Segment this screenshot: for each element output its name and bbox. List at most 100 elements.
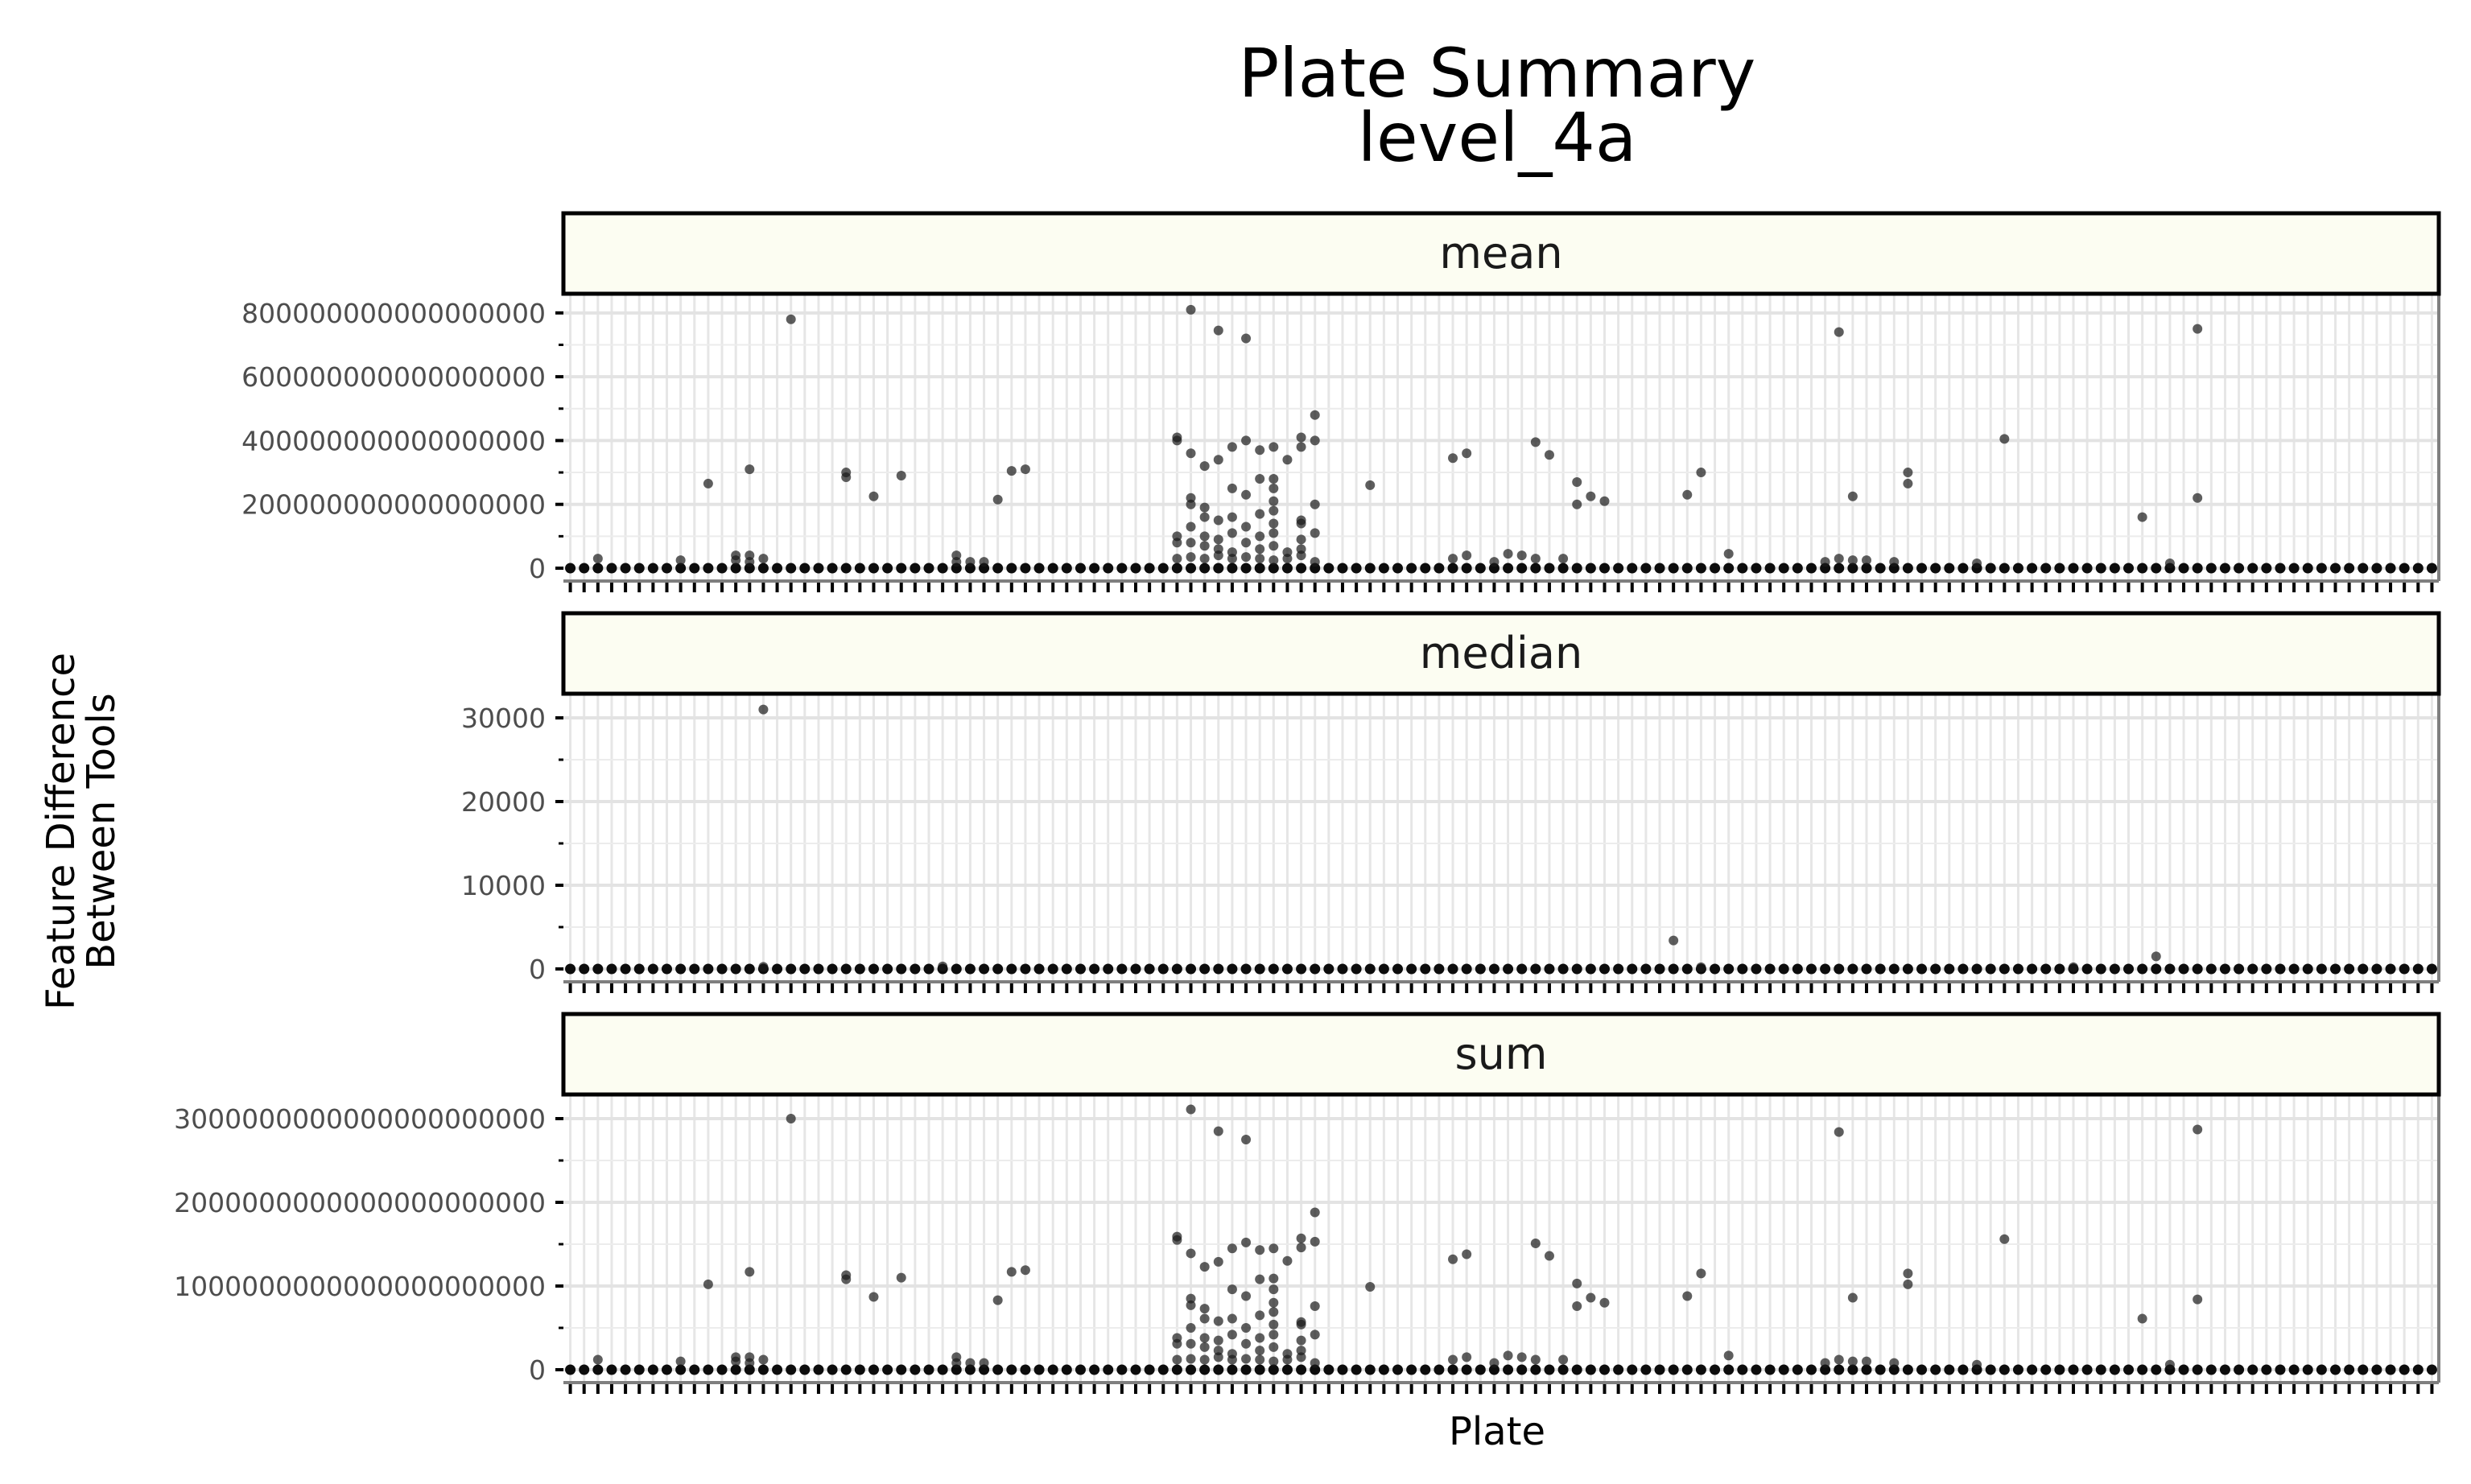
data-point [758,962,769,972]
data-point [1186,499,1196,509]
data-point [2151,951,2161,962]
data-point [1696,1268,1706,1279]
data-point [1351,563,1362,574]
data-point [745,1267,755,1277]
data-point [937,563,948,574]
data-point [1834,554,1844,564]
data-point [2151,563,2162,574]
data-point [1488,963,1500,975]
data-point [2040,563,2052,574]
data-point [1089,963,1100,975]
data-point [1269,473,1279,484]
data-point [1240,563,1252,574]
data-point [1751,963,1762,975]
data-point [1227,442,1237,452]
data-point [1585,1364,1596,1375]
data-point [1737,1364,1748,1375]
data-point [592,1364,604,1375]
data-point [1888,1364,1900,1375]
data-point [730,563,741,574]
data-point [2095,563,2106,574]
y-axis-ticks: 0 200000000000000000 400000000000000000 600… [241,298,563,584]
data-point [579,1364,590,1375]
data-point [716,563,728,574]
data-point [1171,963,1182,975]
data-point [1861,563,1872,574]
data-point [868,563,879,574]
data-point [1834,1364,1845,1375]
data-point [1061,1364,1072,1375]
data-point [882,1364,893,1375]
data-point [2137,563,2148,574]
data-point [1516,550,1527,561]
data-point [606,563,617,574]
data-point [1241,1354,1252,1364]
data-point [1199,1364,1211,1375]
data-point [2137,1313,2147,1324]
data-point [1985,563,1996,574]
data-point [2385,1364,2396,1375]
data-point [2412,563,2424,574]
data-point [1255,1354,1265,1365]
data-point [2137,512,2147,522]
data-point [1296,534,1306,545]
data-point [1241,333,1252,344]
data-point [703,478,713,488]
data-point [1227,528,1237,538]
data-point [1310,1301,1320,1311]
data-point [745,1358,755,1368]
data-point [786,963,797,975]
data-point [951,1364,962,1375]
data-point [1862,555,1872,566]
data-point [1269,1307,1279,1317]
data-point [1571,563,1582,574]
data-point [1269,518,1279,529]
data-point [579,963,590,975]
y-axis-title: Feature Difference Between Tools [39,653,124,1010]
data-point [2081,1364,2093,1375]
data-point [2012,963,2023,975]
data-point [1186,1300,1196,1310]
data-point [1033,1364,1045,1375]
data-point [647,963,658,975]
data-point [1681,963,1693,975]
data-point [786,563,797,574]
data-point [2178,1364,2189,1375]
data-point [1213,1335,1223,1346]
data-point [2068,1364,2079,1375]
data-point [1255,531,1265,542]
data-point [827,563,838,574]
data-point [2234,563,2245,574]
data-point [2151,1364,2162,1375]
data-point [731,1356,741,1367]
data-point [1447,1364,1458,1375]
data-point [896,1272,906,1283]
data-point [1269,483,1279,493]
data-point [1792,563,1803,574]
data-point [1544,1364,1555,1375]
data-point [1903,1268,1913,1279]
data-point [1530,554,1541,564]
data-point [757,563,769,574]
data-point [2316,963,2327,975]
data-point [799,963,811,975]
data-point [1199,531,1210,542]
data-point [1462,1249,1472,1259]
data-point [730,1364,741,1375]
data-point [1972,1359,1982,1370]
y-tick-label: 0 [529,954,546,985]
data-point [772,1364,783,1375]
data-point [1530,437,1541,447]
data-point [1957,563,1969,574]
data-point [1365,480,1376,490]
data-point [2358,563,2369,574]
data-point [2192,563,2203,574]
data-point [1296,1243,1306,1253]
data-point [1599,963,1610,975]
data-point [1186,963,1197,975]
data-point [2275,1364,2286,1375]
data-point [1241,1135,1252,1144]
data-point [1186,563,1197,574]
data-point [1296,1346,1306,1356]
data-point [1268,963,1279,975]
